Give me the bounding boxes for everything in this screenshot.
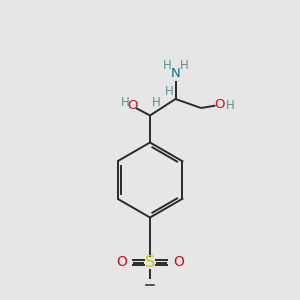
Text: H: H	[226, 99, 235, 112]
Text: N: N	[171, 67, 180, 80]
Text: O: O	[173, 256, 184, 269]
Text: H: H	[152, 96, 161, 110]
Text: O: O	[128, 99, 138, 112]
Text: O: O	[214, 98, 225, 111]
Text: H: H	[179, 59, 188, 72]
Text: H: H	[121, 96, 130, 110]
Text: O: O	[116, 256, 127, 269]
Text: H: H	[164, 85, 173, 98]
Text: S: S	[145, 255, 155, 270]
Text: H: H	[163, 59, 172, 72]
